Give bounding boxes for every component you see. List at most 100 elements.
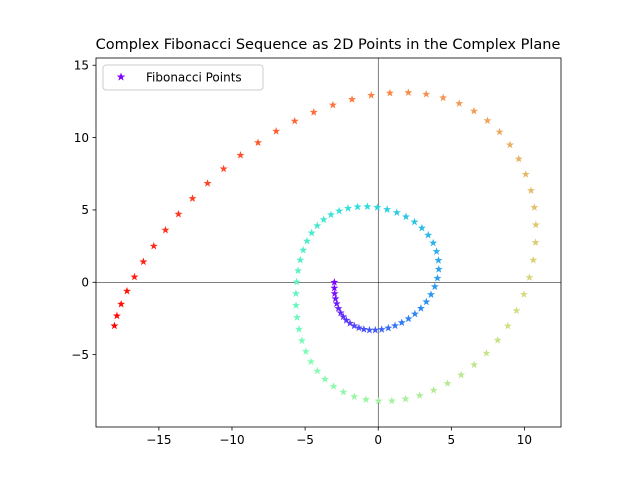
data-point bbox=[292, 301, 301, 309]
data-point bbox=[495, 127, 504, 136]
plot-frame bbox=[95, 57, 562, 428]
data-point bbox=[392, 208, 401, 216]
data-point bbox=[530, 203, 539, 211]
data-point bbox=[434, 256, 443, 264]
data-point bbox=[332, 299, 341, 308]
data-point bbox=[427, 290, 435, 298]
plot-area bbox=[96, 58, 561, 427]
data-point bbox=[401, 394, 410, 403]
data-point bbox=[254, 138, 263, 147]
data-point bbox=[334, 304, 343, 312]
x-axis: −15 −10 −5 0 5 10 bbox=[146, 427, 532, 447]
data-point bbox=[297, 336, 306, 345]
data-point bbox=[422, 89, 431, 98]
data-point bbox=[529, 255, 538, 264]
data-point bbox=[294, 266, 303, 275]
data-point bbox=[531, 238, 540, 246]
data-point bbox=[439, 93, 448, 102]
data-point bbox=[330, 283, 339, 292]
data-point bbox=[326, 210, 335, 219]
data-point bbox=[519, 290, 528, 298]
data-point bbox=[434, 265, 443, 273]
data-point bbox=[339, 387, 348, 396]
y-tick-label: 10 bbox=[74, 131, 89, 145]
data-point bbox=[203, 179, 212, 187]
data-point bbox=[110, 321, 119, 330]
data-point bbox=[432, 247, 441, 255]
data-point bbox=[385, 88, 394, 97]
data-point bbox=[470, 106, 478, 115]
x-tick-label: −15 bbox=[146, 433, 171, 447]
y-tick-label: 0 bbox=[81, 276, 89, 290]
data-point bbox=[359, 325, 368, 333]
data-point bbox=[404, 314, 413, 323]
x-tick-label: −5 bbox=[296, 433, 314, 447]
data-point bbox=[512, 306, 521, 315]
data-point bbox=[346, 319, 354, 327]
data-point bbox=[443, 379, 452, 387]
data-point bbox=[219, 164, 228, 173]
y-axis: −5 0 5 10 15 bbox=[71, 59, 96, 362]
data-point bbox=[361, 395, 370, 403]
data-point bbox=[344, 204, 353, 212]
data-point bbox=[290, 116, 299, 125]
legend: Fibonacci Points bbox=[102, 64, 264, 91]
reference-lines bbox=[96, 58, 561, 427]
data-point bbox=[433, 274, 442, 282]
data-point bbox=[299, 245, 308, 254]
x-tick-label: 5 bbox=[448, 433, 456, 447]
x-tick-label: 0 bbox=[374, 433, 382, 447]
data-point bbox=[236, 151, 245, 159]
y-tick-label: 5 bbox=[81, 203, 89, 217]
data-point bbox=[339, 312, 348, 321]
data-point bbox=[430, 282, 439, 291]
data-point bbox=[525, 273, 534, 281]
x-tick-label: 10 bbox=[517, 433, 532, 447]
data-point bbox=[531, 220, 540, 229]
data-point bbox=[350, 392, 359, 401]
data-point bbox=[384, 323, 393, 332]
data-point bbox=[336, 308, 345, 317]
legend-box bbox=[102, 64, 264, 91]
data-point bbox=[415, 391, 424, 399]
data-point bbox=[306, 357, 315, 366]
data-point bbox=[330, 289, 339, 297]
data-point bbox=[373, 203, 382, 211]
data-point bbox=[503, 321, 512, 330]
legend-star-marker bbox=[116, 72, 126, 81]
data-point bbox=[505, 140, 514, 149]
data-point bbox=[335, 206, 344, 215]
data-point bbox=[527, 186, 536, 194]
y-tick-label: 15 bbox=[74, 59, 89, 73]
data-point bbox=[354, 323, 363, 332]
data-point bbox=[387, 396, 396, 405]
data-point bbox=[296, 255, 305, 264]
data-point bbox=[482, 349, 491, 357]
data-point bbox=[397, 318, 406, 327]
data-point bbox=[367, 91, 376, 99]
data-point bbox=[483, 116, 492, 125]
x-tick-label: −10 bbox=[219, 433, 244, 447]
data-point bbox=[117, 299, 126, 308]
data-point bbox=[521, 170, 530, 178]
data-point bbox=[424, 230, 433, 239]
data-point bbox=[365, 325, 374, 334]
data-point bbox=[493, 335, 502, 344]
data-point bbox=[377, 325, 386, 333]
data-point bbox=[383, 205, 392, 213]
data-point bbox=[112, 311, 121, 320]
data-point bbox=[329, 382, 338, 390]
data-point bbox=[174, 209, 183, 218]
data-point bbox=[514, 154, 523, 163]
data-point bbox=[313, 366, 322, 375]
data-point bbox=[417, 223, 426, 232]
data-point bbox=[410, 309, 419, 318]
data-point bbox=[350, 321, 359, 330]
data-point bbox=[410, 217, 419, 226]
data-point bbox=[391, 321, 400, 330]
data-point bbox=[363, 202, 372, 211]
data-point bbox=[130, 272, 139, 281]
data-point bbox=[371, 325, 380, 334]
data-point bbox=[470, 360, 479, 369]
